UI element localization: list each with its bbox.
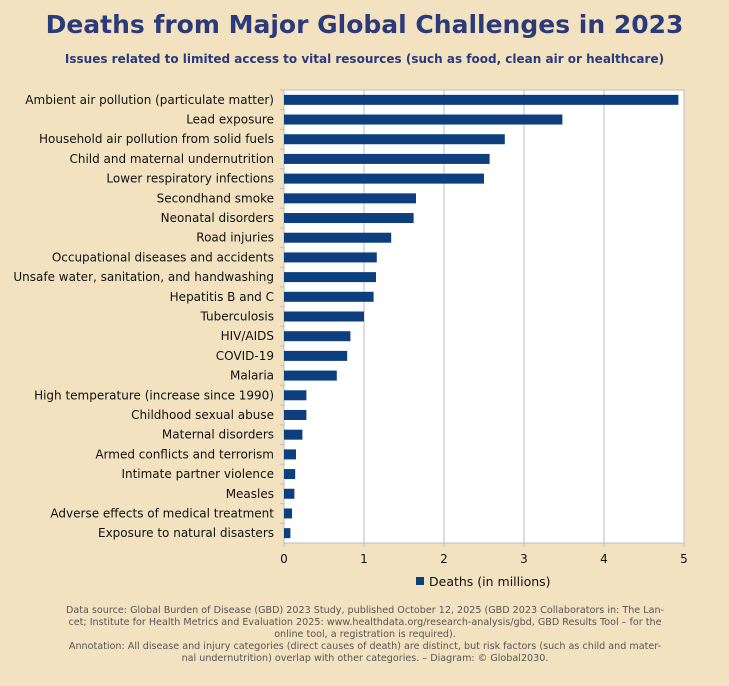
bar bbox=[284, 409, 307, 420]
footer-line: cet; Institute for Health Metrics and Ev… bbox=[68, 617, 662, 628]
chart-title: Deaths from Major Global Challenges in 2… bbox=[45, 10, 684, 39]
x-tick-labels: 0 1 2 3 4 5 bbox=[280, 552, 688, 566]
bar bbox=[284, 232, 392, 243]
category-label: Lower respiratory infections bbox=[106, 172, 274, 186]
footer-line: nal undernutrition) overlap with other c… bbox=[181, 653, 549, 664]
bar bbox=[284, 370, 337, 381]
bar bbox=[284, 252, 377, 263]
category-label: Measles bbox=[226, 487, 274, 501]
footer-line: Annotation: All disease and injury categ… bbox=[68, 641, 662, 652]
category-label: Armed conflicts and terrorism bbox=[95, 447, 274, 461]
x-tick-label: 4 bbox=[600, 552, 608, 566]
bar bbox=[284, 114, 563, 125]
bar bbox=[284, 469, 296, 480]
category-label: Exposure to natural disasters bbox=[98, 526, 274, 540]
category-label: Occupational diseases and accidents bbox=[52, 250, 274, 264]
bar bbox=[284, 173, 484, 184]
category-labels: Ambient air pollution (particulate matte… bbox=[13, 93, 274, 540]
x-tick-label: 5 bbox=[680, 552, 688, 566]
bar bbox=[284, 94, 679, 105]
chart-subtitle: Issues related to limited access to vita… bbox=[64, 52, 665, 66]
legend-label: Deaths (in millions) bbox=[429, 574, 551, 589]
bar bbox=[284, 272, 376, 283]
x-tick-label: 0 bbox=[280, 552, 288, 566]
category-label: HIV/AIDS bbox=[221, 329, 274, 343]
bar bbox=[284, 429, 303, 440]
x-tick-label: 3 bbox=[520, 552, 528, 566]
category-label: Hepatitis B and C bbox=[170, 290, 274, 304]
bar bbox=[284, 134, 505, 145]
legend: Deaths (in millions) bbox=[416, 574, 551, 589]
bar-chart: Ambient air pollution (particulate matte… bbox=[13, 89, 688, 589]
category-label: Secondhand smoke bbox=[157, 191, 274, 205]
category-label: Adverse effects of medical treatment bbox=[50, 506, 274, 520]
category-label: Ambient air pollution (particulate matte… bbox=[25, 93, 274, 107]
bar bbox=[284, 488, 295, 499]
bar bbox=[284, 213, 414, 224]
category-label: Intimate partner violence bbox=[121, 467, 274, 481]
footer-notes: Data source: Global Burden of Disease (G… bbox=[50, 605, 680, 665]
category-label: COVID-19 bbox=[216, 349, 274, 363]
category-label: Neonatal disorders bbox=[161, 211, 274, 225]
category-label: Maternal disorders bbox=[162, 428, 274, 442]
bar bbox=[284, 508, 292, 519]
footer-line: Data source: Global Burden of Disease (G… bbox=[65, 605, 665, 616]
bar bbox=[284, 528, 291, 539]
category-label: Lead exposure bbox=[186, 113, 274, 127]
bar bbox=[284, 350, 348, 361]
bar bbox=[284, 331, 351, 342]
category-label: Road injuries bbox=[196, 231, 274, 245]
category-label: Household air pollution from solid fuels bbox=[39, 132, 274, 146]
category-label: Child and maternal undernutrition bbox=[69, 152, 274, 166]
legend-swatch bbox=[416, 577, 424, 585]
bar bbox=[284, 291, 374, 302]
bar bbox=[284, 449, 296, 460]
category-label: Malaria bbox=[230, 369, 274, 383]
bar bbox=[284, 193, 416, 204]
x-tick-label: 2 bbox=[440, 552, 448, 566]
x-tick-label: 1 bbox=[360, 552, 368, 566]
bar bbox=[284, 311, 364, 322]
footer-line: online tool, a registration is required)… bbox=[274, 629, 456, 640]
category-label: High temperature (increase since 1990) bbox=[34, 388, 274, 402]
bar bbox=[284, 153, 490, 164]
bar bbox=[284, 390, 307, 401]
category-label: Tuberculosis bbox=[200, 310, 275, 324]
category-label: Unsafe water, sanitation, and handwashin… bbox=[13, 270, 274, 284]
category-label: Childhood sexual abuse bbox=[131, 408, 274, 422]
bars bbox=[284, 94, 679, 539]
